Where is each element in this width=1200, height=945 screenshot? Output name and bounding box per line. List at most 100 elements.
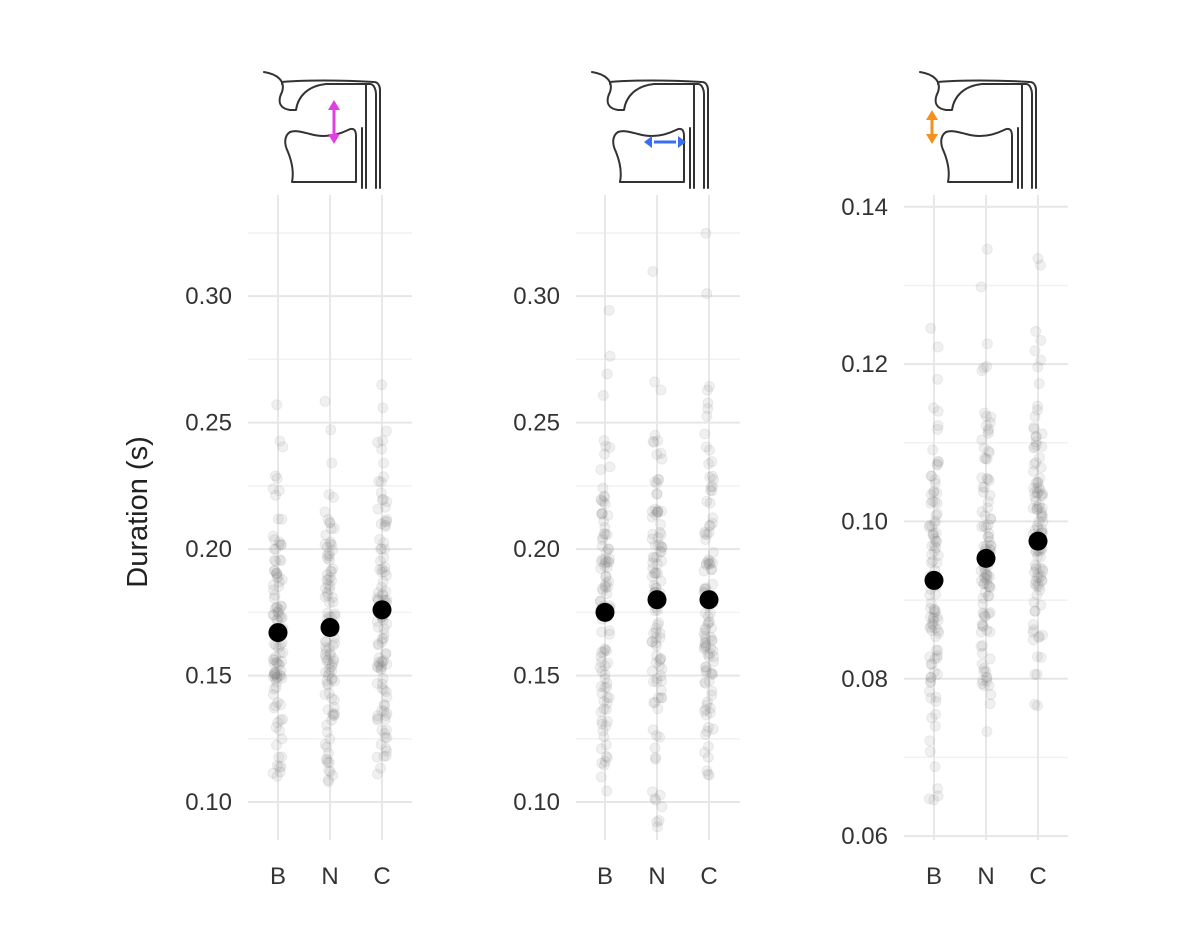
observation-point: [602, 555, 614, 567]
observation-point: [925, 470, 937, 482]
observation-point: [1032, 578, 1044, 590]
observation-point: [329, 675, 341, 687]
observation-point: [324, 550, 336, 562]
observation-point: [275, 539, 287, 551]
observation-point: [652, 567, 664, 579]
observation-point: [375, 662, 387, 674]
observation-point: [930, 536, 942, 548]
observation-point: [984, 571, 996, 583]
observation-point: [978, 520, 990, 532]
x-tick-label-b: B: [270, 863, 286, 890]
observation-point: [599, 673, 611, 685]
observation-point: [975, 281, 987, 293]
observation-point: [600, 704, 612, 716]
observation-point: [653, 617, 665, 629]
observation-point: [707, 645, 719, 657]
observation-point: [380, 648, 392, 660]
observation-point: [381, 516, 393, 528]
observation-point: [373, 656, 385, 668]
observation-point: [982, 427, 994, 439]
observation-point: [600, 440, 612, 452]
observation-point: [599, 643, 611, 655]
observation-point: [1031, 668, 1043, 680]
observation-point: [379, 728, 391, 740]
observation-point: [707, 481, 719, 493]
observation-point: [326, 457, 338, 469]
observation-point: [377, 657, 389, 669]
mean-point-c: [699, 590, 719, 610]
observation-point: [984, 581, 996, 593]
observation-point: [376, 494, 388, 506]
observation-point: [652, 506, 664, 518]
observation-point: [327, 710, 339, 722]
observation-point: [982, 473, 994, 485]
observation-point: [598, 695, 610, 707]
observation-point: [322, 776, 334, 788]
observation-point: [648, 627, 660, 639]
vocal-tract-outline: [263, 71, 381, 189]
observation-point: [273, 581, 285, 593]
observation-point: [930, 542, 942, 554]
observation-point: [271, 672, 283, 684]
observation-point: [704, 616, 716, 628]
observation-point: [271, 602, 283, 614]
observation-point: [328, 522, 340, 534]
arrow-head-right: [678, 136, 686, 148]
observation-point: [924, 589, 936, 601]
observation-point: [375, 664, 387, 676]
observation-point: [1036, 510, 1048, 522]
observation-point: [702, 403, 714, 415]
observation-point: [378, 628, 390, 640]
observation-point: [984, 626, 996, 638]
observation-point: [276, 733, 288, 745]
observation-point: [595, 651, 607, 663]
observation-point: [648, 436, 660, 448]
observation-point: [646, 636, 658, 648]
observation-point: [271, 657, 283, 669]
observation-point: [378, 623, 390, 635]
observation-point: [378, 655, 390, 667]
observation-point: [656, 801, 668, 813]
observation-point: [597, 725, 609, 737]
observation-point: [653, 660, 665, 672]
observation-point: [595, 495, 607, 507]
observation-point: [981, 672, 993, 684]
observation-point: [328, 653, 340, 665]
observation-point: [377, 589, 389, 601]
y-tick-label: 0.10: [185, 789, 232, 816]
observation-point: [928, 402, 940, 414]
observation-point: [1033, 499, 1045, 511]
observation-point: [601, 368, 613, 380]
observation-point: [933, 456, 945, 468]
observation-point: [267, 654, 279, 666]
observation-point: [267, 584, 279, 596]
observation-point: [1029, 668, 1041, 680]
observation-point: [599, 660, 611, 672]
observation-point: [597, 389, 609, 401]
observation-point: [271, 668, 283, 680]
observation-point: [271, 571, 283, 583]
observation-point: [268, 683, 280, 695]
observation-point: [699, 637, 711, 649]
observation-point: [376, 660, 388, 672]
observation-point: [273, 751, 285, 763]
observation-point: [321, 552, 333, 564]
observation-point: [981, 725, 993, 737]
observation-point: [320, 753, 332, 765]
observation-point: [1031, 503, 1043, 515]
observation-point: [647, 557, 659, 569]
observation-point: [704, 497, 716, 509]
observation-point: [978, 442, 990, 454]
observation-point: [1033, 631, 1045, 643]
y-tick-label: 0.15: [513, 663, 560, 690]
observation-point: [321, 569, 333, 581]
observation-point: [276, 751, 288, 763]
observation-point: [1029, 410, 1041, 422]
observation-point: [981, 578, 993, 590]
observation-point: [1033, 502, 1045, 514]
observation-point: [271, 770, 283, 782]
observation-point: [700, 639, 712, 651]
observation-point: [376, 724, 388, 736]
observation-point: [271, 399, 283, 411]
observation-point: [929, 474, 941, 486]
